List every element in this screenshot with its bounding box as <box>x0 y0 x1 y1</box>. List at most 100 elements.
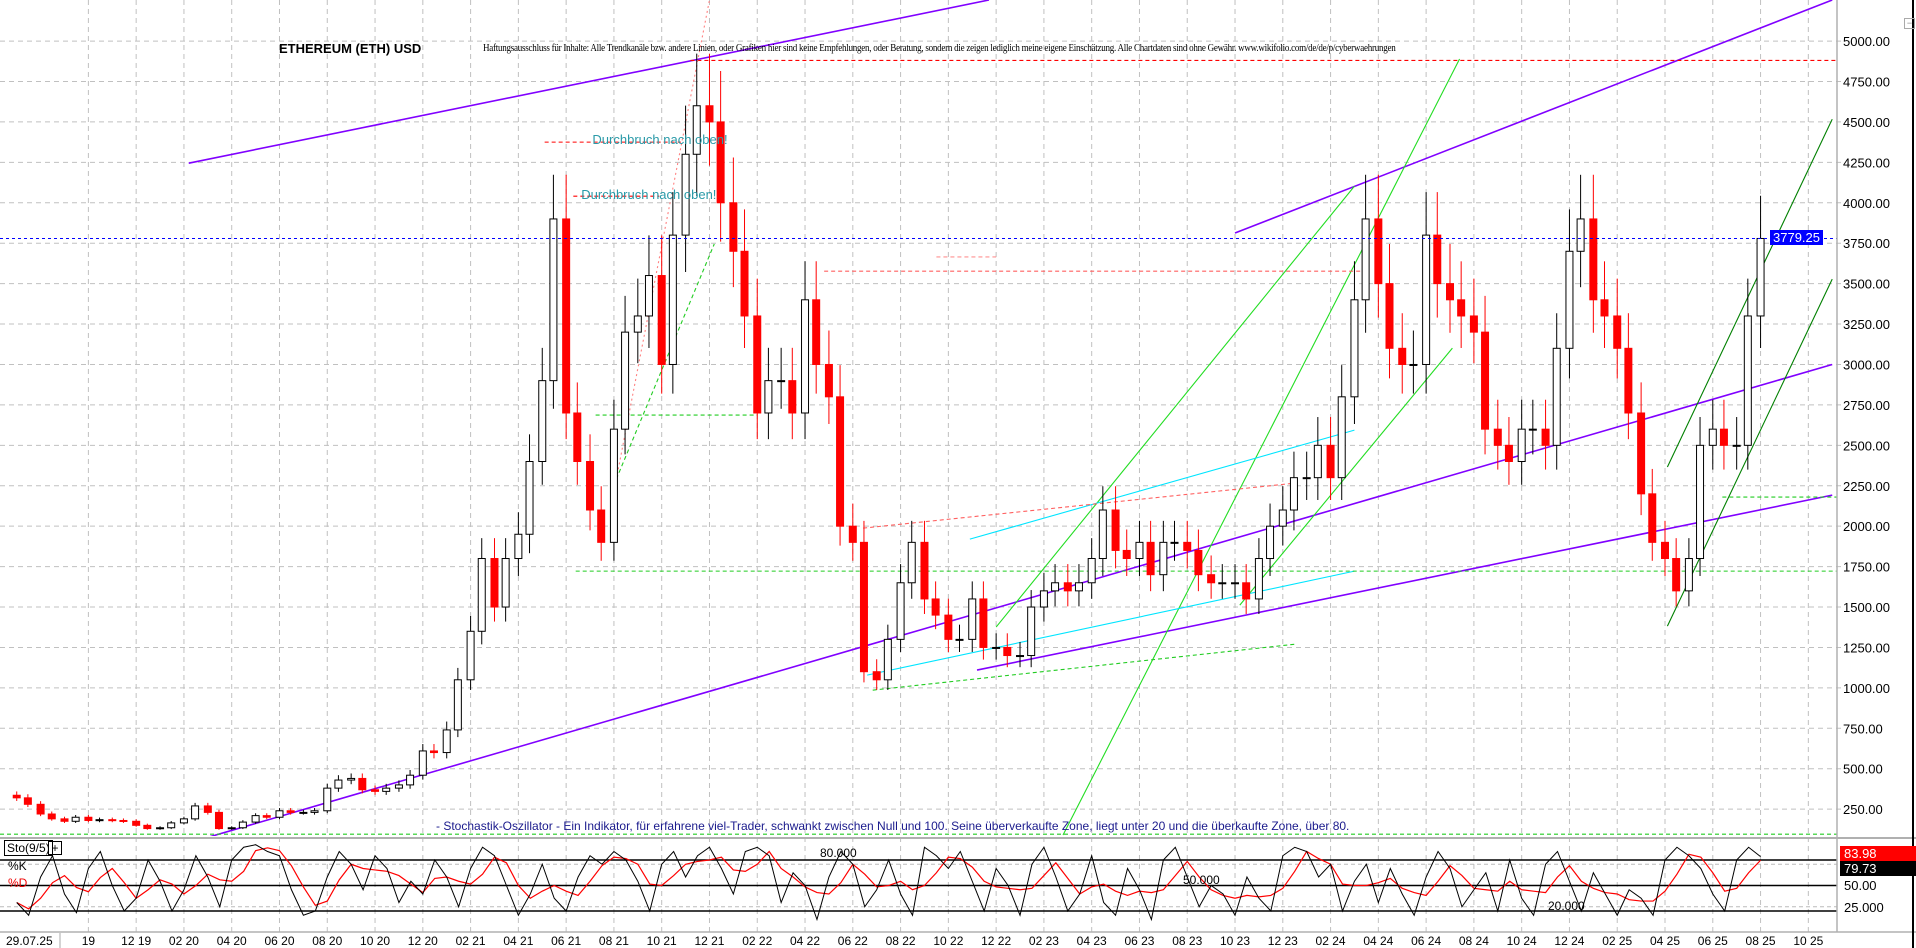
y-tick-label: 3750.00 <box>1843 236 1890 251</box>
candle-body <box>1337 396 1346 479</box>
candle-body <box>1218 582 1227 585</box>
candle-body <box>1135 541 1144 560</box>
candle-body <box>514 533 523 560</box>
candle-body <box>788 380 797 414</box>
y-tick-label: 3500.00 <box>1843 277 1890 292</box>
candle-body <box>740 250 749 317</box>
candle-body <box>156 827 165 830</box>
candle-body <box>1254 558 1263 600</box>
candle-body <box>597 509 606 543</box>
candle-body <box>1576 218 1585 252</box>
y-tick-label: 3000.00 <box>1843 357 1890 372</box>
x-tick-label: 02 20 <box>169 934 199 948</box>
collapse-icon[interactable]: − <box>1904 18 1915 29</box>
candle-body <box>1613 315 1622 349</box>
candle-body <box>944 614 953 640</box>
candle-body <box>525 460 534 535</box>
trendline <box>188 0 990 164</box>
annotation-breakout: Durchbruch nach oben! <box>592 132 728 148</box>
candle-body <box>203 805 212 813</box>
annotation-breakout: Durchbruch nach oben! <box>581 187 717 203</box>
stochastic-note: - Stochastik-Oszillator - Ein Indikator,… <box>436 819 1350 833</box>
x-tick-label: 06 24 <box>1411 934 1441 948</box>
y-tick-label: 500.00 <box>1843 762 1883 777</box>
candle-body <box>1398 347 1407 365</box>
trendline <box>872 643 1297 691</box>
level-20-label: 20.000 <box>1548 899 1585 913</box>
candle-body <box>1661 541 1670 560</box>
stochastic-indicator-label[interactable]: Sto(9/5) <box>4 840 53 856</box>
y-tick-label: 5000.00 <box>1843 34 1890 49</box>
candle-body <box>119 819 128 822</box>
x-tick-label: 02 21 <box>456 934 486 948</box>
x-tick-label: 10 23 <box>1220 934 1250 948</box>
x-tick-label: 12 21 <box>694 934 724 948</box>
candle-body <box>812 299 821 365</box>
candle-body <box>1374 218 1383 285</box>
trendline <box>863 482 1297 529</box>
x-tick-label: 06 23 <box>1124 934 1154 948</box>
candle-body <box>1732 444 1741 447</box>
candle-body <box>992 646 1001 649</box>
candle-body <box>1183 541 1192 551</box>
x-tick-label: 06 22 <box>838 934 868 948</box>
candle-body <box>1313 444 1322 479</box>
candle-body <box>931 598 940 616</box>
candle-body <box>836 396 845 527</box>
candle-body <box>1159 541 1168 576</box>
candle-body <box>442 729 451 754</box>
x-tick-label: 06 25 <box>1698 934 1728 948</box>
candle-body <box>681 153 690 236</box>
x-tick-label: 08 25 <box>1746 934 1776 948</box>
add-indicator-plus-icon[interactable]: + <box>48 841 62 855</box>
x-tick-label: 08 21 <box>599 934 629 948</box>
y-tick-label: 4750.00 <box>1843 74 1890 89</box>
stoch-d-line <box>16 847 1761 910</box>
candle-body <box>1385 283 1394 349</box>
candle-body <box>501 558 510 608</box>
candle-body <box>429 750 438 754</box>
candle-body <box>1111 509 1120 551</box>
candle-body <box>1541 428 1550 446</box>
x-tick-label: 10 21 <box>647 934 677 948</box>
candle-body <box>406 774 415 786</box>
candle-body <box>883 638 892 681</box>
candle-body <box>477 558 486 632</box>
candle-body <box>657 275 666 365</box>
x-tick-label: 10 22 <box>933 934 963 948</box>
y-tick-label: 2500.00 <box>1843 438 1890 453</box>
x-tick-label: 10 25 <box>1793 934 1823 948</box>
y-tick-label: 1250.00 <box>1843 640 1890 655</box>
candle-body <box>562 218 571 414</box>
candle-body <box>621 331 630 430</box>
candle-body <box>490 558 499 608</box>
candle-body <box>1648 493 1657 543</box>
candle-body <box>1051 582 1060 592</box>
candle-body <box>23 797 32 805</box>
candle-body <box>586 460 595 511</box>
candle-body <box>968 598 977 640</box>
candle-body <box>644 275 653 317</box>
x-tick-label: 12 19 <box>121 934 151 948</box>
candle-body <box>1600 299 1609 317</box>
candle-body <box>1719 428 1728 446</box>
cursor-date-bg <box>0 933 60 948</box>
candle-body <box>60 818 69 822</box>
candle-body <box>538 380 547 462</box>
candle-body <box>1552 347 1561 446</box>
candle-body <box>1481 331 1490 430</box>
candle-body <box>466 630 475 681</box>
candle-body <box>859 541 868 673</box>
stochastic-panel <box>0 844 1837 922</box>
x-tick-label: 04 22 <box>790 934 820 948</box>
candle-body <box>1350 299 1359 398</box>
y-tick-label: 750.00 <box>1843 721 1883 736</box>
trendline <box>615 0 711 480</box>
candle-body <box>238 821 247 829</box>
candle-body <box>1063 582 1072 592</box>
candle-body <box>1170 541 1179 544</box>
candle-body <box>453 679 462 731</box>
candle-body <box>907 541 916 584</box>
disclaimer: Haftungsausschluss für Inhalte: Alle Tre… <box>483 43 1396 54</box>
